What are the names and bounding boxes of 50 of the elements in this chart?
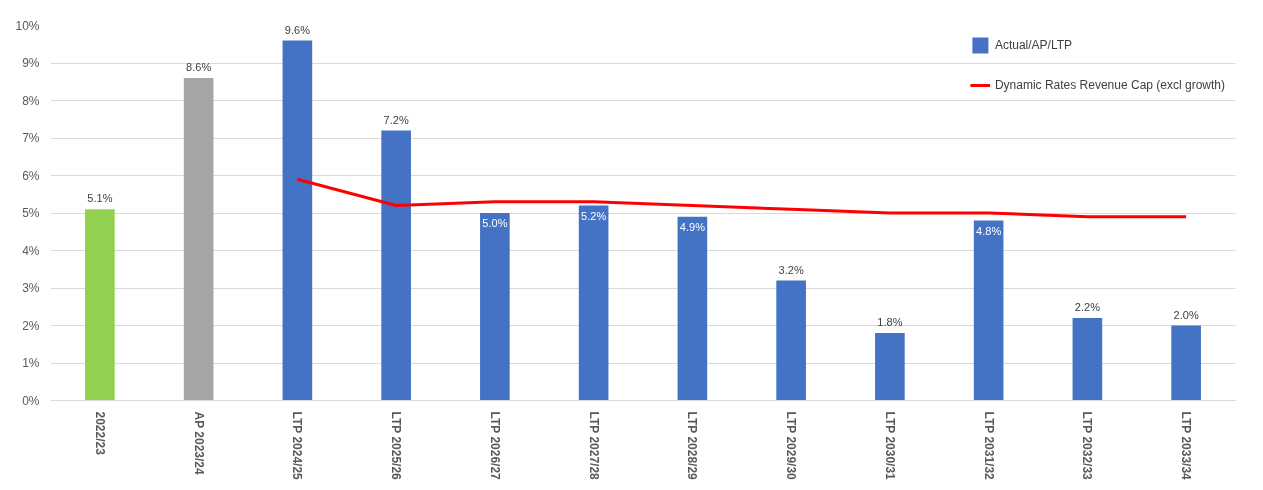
data-label: 4.8%	[976, 224, 1002, 237]
x-tick-label: AP 2023/24	[191, 411, 206, 475]
x-tick-label: LTP 2031/32	[981, 411, 996, 481]
x-tick-label: LTP 2026/27	[487, 411, 502, 481]
y-tick-label: 4%	[22, 243, 40, 258]
x-tick-label: LTP 2024/25	[290, 411, 305, 481]
x-tick-label: LTP 2030/31	[882, 411, 897, 481]
data-label: 9.6%	[284, 23, 311, 36]
x-tick-label: LTP 2028/29	[685, 411, 700, 481]
x-tick-label: LTP 2033/34	[1179, 411, 1194, 481]
x-tick-label: LTP 2032/33	[1080, 411, 1095, 481]
y-tick-label: 9%	[22, 56, 40, 70]
data-label: 3.2%	[778, 263, 804, 276]
x-tick-label: LTP 2027/28	[586, 411, 601, 481]
y-tick-label: 8%	[22, 93, 40, 108]
legend-label: Dynamic Rates Revenue Cap (excl growth)	[994, 78, 1225, 92]
y-tick-label: 6%	[22, 168, 40, 183]
bar	[776, 280, 806, 401]
bar	[677, 216, 708, 401]
data-label: 2.0%	[1173, 308, 1199, 321]
data-label: 5.1%	[87, 192, 113, 205]
x-tick-label: 2022/23	[92, 411, 107, 456]
data-label: 4.9%	[679, 220, 706, 233]
y-tick-label: 3%	[22, 281, 40, 295]
data-label: 5.0%	[482, 217, 508, 229]
legend-label: Actual/AP/LTP	[994, 38, 1073, 52]
bar	[85, 209, 115, 401]
bar	[282, 40, 313, 401]
bar	[875, 333, 905, 401]
data-label: 8.6%	[186, 61, 212, 73]
y-tick-label: 1%	[22, 356, 40, 370]
data-label: 2.2%	[1074, 301, 1101, 313]
y-tick-label: 5%	[22, 206, 40, 220]
bar	[1072, 318, 1103, 401]
line-series	[295, 177, 1188, 219]
y-tick-label: 7%	[22, 131, 40, 145]
y-tick-label: 2%	[22, 318, 40, 333]
data-label: 7.2%	[383, 113, 409, 126]
bar	[1171, 325, 1201, 401]
x-tick-label: LTP 2029/30	[784, 411, 799, 481]
data-label: 1.8%	[877, 316, 903, 328]
bar	[480, 213, 510, 401]
bar	[183, 78, 214, 401]
x-tick-label: LTP 2025/26	[389, 411, 404, 481]
y-tick-label: 0%	[22, 393, 40, 408]
bar	[578, 205, 609, 401]
data-label: 5.2%	[581, 209, 607, 222]
bar	[973, 220, 1004, 401]
bar	[381, 130, 411, 401]
y-tick-label: 10%	[15, 18, 40, 33]
